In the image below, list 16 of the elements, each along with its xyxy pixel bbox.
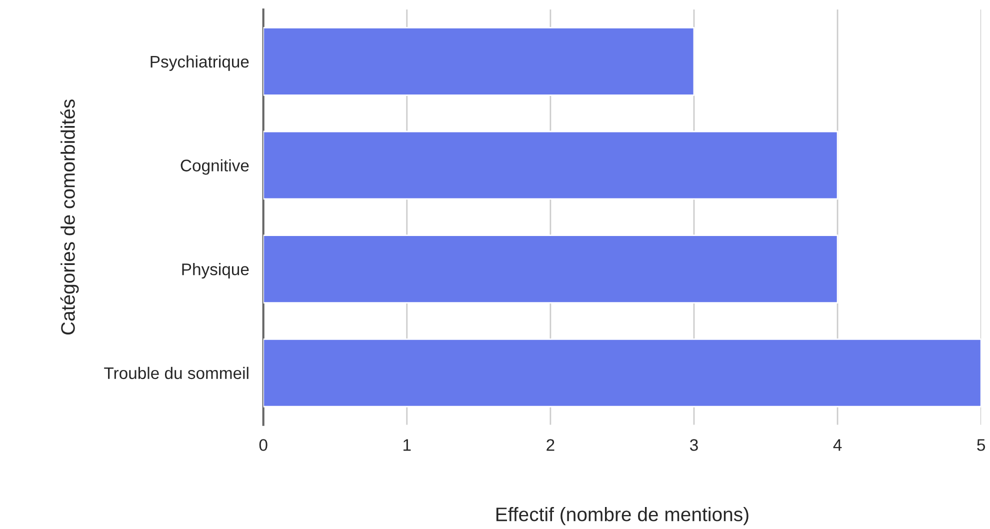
y-axis-title: Catégories de comorbidités bbox=[60, 100, 79, 335]
x-tick-label: 0 bbox=[259, 439, 268, 451]
x-tick-label: 4 bbox=[833, 439, 842, 451]
y-tick-label: Physique bbox=[182, 263, 249, 279]
x-axis-title: Effectif (nombre de mentions) bbox=[496, 506, 748, 526]
y-tick-label: Trouble du sommeil bbox=[104, 366, 248, 380]
bar bbox=[263, 234, 838, 304]
y-tick-label: Cognitive bbox=[180, 159, 249, 175]
x-tick-label: 3 bbox=[690, 439, 698, 451]
bar bbox=[263, 338, 982, 408]
bar bbox=[263, 26, 695, 96]
y-tick-label: Psychiatrique bbox=[150, 55, 249, 71]
x-tick-label: 5 bbox=[977, 439, 986, 451]
x-tick-label: 1 bbox=[404, 439, 411, 451]
x-tick-label: 2 bbox=[546, 439, 554, 451]
bar bbox=[263, 130, 838, 200]
